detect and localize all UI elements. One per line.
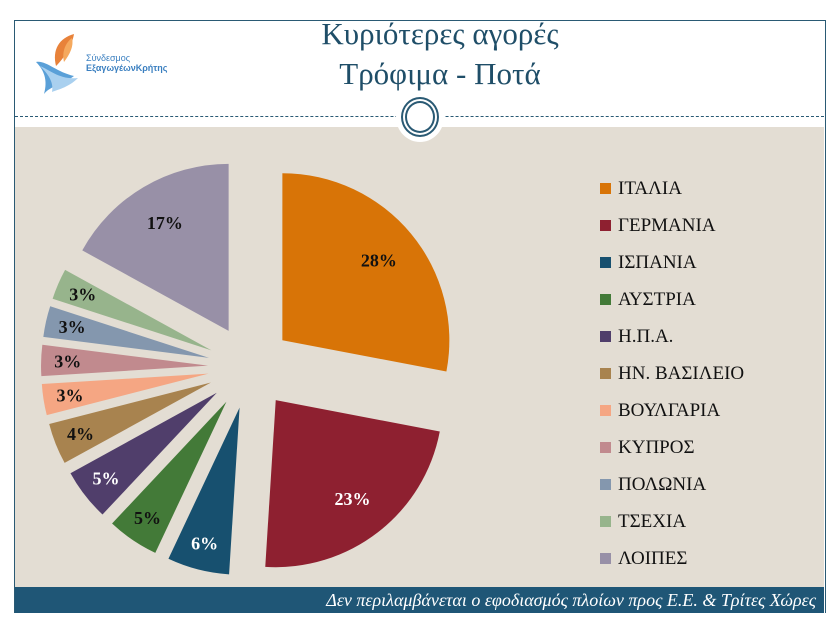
legend-swatch bbox=[600, 405, 611, 416]
pie-slice bbox=[265, 400, 440, 568]
legend-label: ΙΤΑΛΙΑ bbox=[618, 177, 682, 199]
pie-slice bbox=[168, 407, 240, 575]
legend-label: ΛΟΙΠΕΣ bbox=[618, 547, 688, 569]
slice-label: 3% bbox=[69, 285, 96, 305]
logo-text: Σύνδεσμος ΕξαγωγέωνΚρήτης bbox=[86, 53, 168, 73]
pie-slice bbox=[43, 306, 210, 358]
slice-label: 3% bbox=[59, 317, 86, 337]
legend-label: ΒΟΥΛΓΑΡΙΑ bbox=[618, 399, 721, 421]
slice-label: 3% bbox=[54, 351, 81, 371]
slide-frame bbox=[14, 20, 826, 613]
legend-label: ΓΕΡΜΑΝΙΑ bbox=[618, 214, 716, 236]
legend-label: ΑΥΣΤΡΙΑ bbox=[618, 288, 696, 310]
logo bbox=[34, 32, 94, 99]
legend-item: ΙΤΑΛΙΑ bbox=[600, 170, 744, 207]
legend-item: ΚΥΠΡΟΣ bbox=[600, 429, 744, 466]
legend-label: ΚΥΠΡΟΣ bbox=[618, 436, 695, 458]
ornament-icon bbox=[396, 92, 444, 142]
legend-swatch bbox=[600, 442, 611, 453]
slice-label: 4% bbox=[67, 424, 94, 444]
slice-label: 5% bbox=[92, 469, 119, 489]
slice-label: 17% bbox=[147, 213, 183, 233]
footer-note: Δεν περιλαμβάνεται ο εφοδιασμός πλοίων π… bbox=[15, 587, 824, 613]
legend-label: ΠΟΛΩΝΙΑ bbox=[618, 473, 707, 495]
legend-item: ΛΟΙΠΕΣ bbox=[600, 540, 744, 577]
legend-swatch bbox=[600, 553, 611, 564]
legend: ΙΤΑΛΙΑ ΓΕΡΜΑΝΙΑ ΙΣΠΑΝΙΑ ΑΥΣΤΡΙΑ Η.Π.Α. ΗΝ. ΒΑ… bbox=[600, 170, 744, 577]
page-title: Κυριότερες αγορές bbox=[321, 16, 559, 51]
slice-label: 5% bbox=[134, 508, 161, 528]
pie-slice bbox=[82, 163, 229, 331]
slice-label: 3% bbox=[56, 386, 83, 406]
legend-item: ΒΟΥΛΓΑΡΙΑ bbox=[600, 392, 744, 429]
legend-item: Η.Π.Α. bbox=[600, 318, 744, 355]
legend-swatch bbox=[600, 479, 611, 490]
pie-slice bbox=[41, 344, 209, 377]
legend-swatch bbox=[600, 220, 611, 231]
slice-label: 23% bbox=[335, 489, 371, 509]
legend-item: ΙΣΠΑΝΙΑ bbox=[600, 244, 744, 281]
pie-slice bbox=[49, 382, 211, 463]
pie-slice bbox=[52, 269, 212, 351]
legend-label: ΤΣΕΧΙΑ bbox=[618, 510, 687, 532]
legend-item: ΠΟΛΩΝΙΑ bbox=[600, 466, 744, 503]
legend-swatch bbox=[600, 183, 611, 194]
legend-swatch bbox=[600, 516, 611, 527]
legend-swatch bbox=[600, 368, 611, 379]
pie-slice bbox=[112, 401, 227, 553]
legend-item: ΗΝ. ΒΑΣΙΛΕΙΟ bbox=[600, 355, 744, 392]
legend-label: ΙΣΠΑΝΙΑ bbox=[618, 251, 697, 273]
legend-swatch bbox=[600, 257, 611, 268]
pie-slice bbox=[282, 173, 450, 372]
legend-item: ΑΥΣΤΡΙΑ bbox=[600, 281, 744, 318]
pie-slice bbox=[70, 392, 217, 515]
slice-label: 28% bbox=[361, 250, 397, 270]
legend-item: ΤΣΕΧΙΑ bbox=[600, 503, 744, 540]
legend-swatch bbox=[600, 294, 611, 305]
pie-slice bbox=[41, 373, 209, 416]
legend-label: ΗΝ. ΒΑΣΙΛΕΙΟ bbox=[618, 362, 745, 384]
legend-item: ΓΕΡΜΑΝΙΑ bbox=[600, 207, 744, 244]
legend-label: Η.Π.Α. bbox=[618, 325, 674, 347]
slice-label: 6% bbox=[191, 534, 218, 554]
legend-swatch bbox=[600, 331, 611, 342]
page-subtitle: Τρόφιμα - Ποτά bbox=[339, 56, 541, 91]
